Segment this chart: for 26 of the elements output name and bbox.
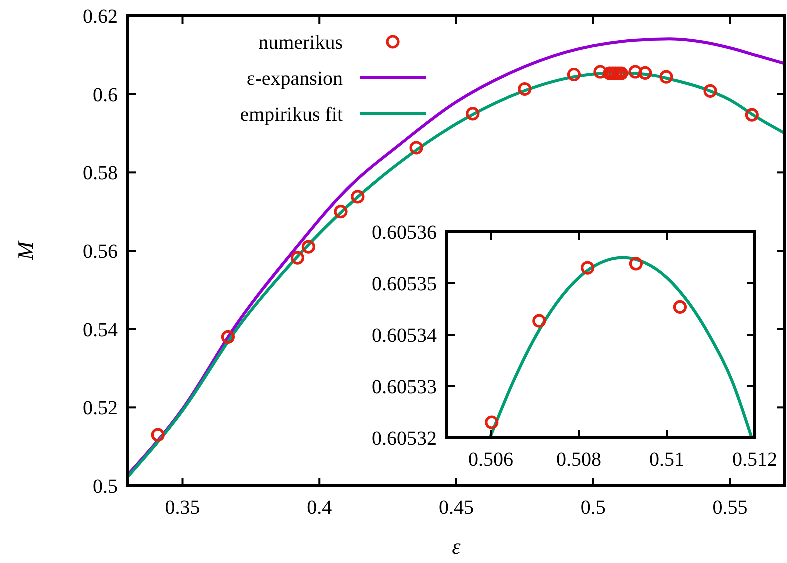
legend-label: empirikus fit (240, 104, 344, 126)
x-tick-label: 0.4 (307, 497, 332, 519)
y-tick-label: 0.60534 (372, 325, 437, 347)
y-tick-label: 0.60536 (372, 222, 437, 244)
y-tick-label: 0.5 (93, 476, 118, 498)
y-tick-label: 0.6 (93, 84, 118, 106)
y-axis-title: M (13, 240, 38, 262)
x-tick-label: 0.45 (439, 497, 474, 519)
x-tick-label: 0.5 (580, 497, 606, 519)
y-tick-label: 0.60533 (372, 376, 437, 398)
y-tick-label: 0.58 (83, 162, 118, 185)
x-tick-label: 0.51 (650, 449, 684, 471)
y-tick-label: 0.62 (83, 6, 118, 28)
x-tick-label: 0.55 (712, 497, 748, 519)
x-tick-label: 0.506 (468, 449, 514, 471)
legend-label: ε-expansion (246, 68, 343, 90)
y-tick-label: 0.60535 (372, 274, 437, 296)
y-tick-label: 0.60532 (372, 428, 437, 450)
x-tick-label: 0.508 (556, 449, 602, 471)
legend-label: numerikus (258, 32, 344, 54)
x-tick-label: 0.35 (165, 497, 200, 519)
y-tick-label: 0.56 (83, 241, 118, 263)
x-tick-label: 0.512 (732, 449, 778, 471)
y-tick-label: 0.52 (83, 398, 118, 420)
x-axis-title: ε (452, 534, 462, 559)
y-tick-label: 0.54 (83, 319, 118, 342)
